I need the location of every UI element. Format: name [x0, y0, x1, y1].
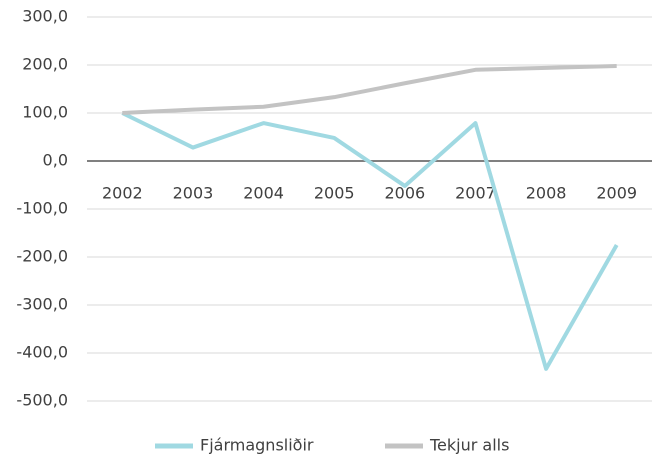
- y-tick-label: 100,0: [22, 103, 68, 122]
- x-tick-label: 2002: [102, 184, 143, 203]
- y-tick-label: 300,0: [22, 7, 68, 26]
- line-series: [121, 111, 619, 371]
- x-tick-label: 2009: [596, 184, 637, 203]
- y-tick-label: 200,0: [22, 55, 68, 74]
- y-tick-label: -400,0: [16, 343, 68, 362]
- y-tick-label: -500,0: [16, 391, 68, 410]
- y-tick-label: 0,0: [43, 151, 68, 170]
- y-tick-label: -300,0: [16, 295, 68, 314]
- x-tick-label: 2005: [314, 184, 355, 203]
- x-tick-label: 2007: [455, 184, 496, 203]
- y-tick-label: -200,0: [16, 247, 68, 266]
- x-tick-label: 2004: [243, 184, 284, 203]
- legend-label: Fjármagnsliðir: [200, 436, 314, 455]
- x-tick-label: 2006: [384, 184, 425, 203]
- y-tick-label: -100,0: [16, 199, 68, 218]
- line-series: [122, 63, 617, 115]
- legend-label: Tekjur alls: [429, 436, 509, 455]
- x-tick-label: 2003: [173, 184, 214, 203]
- x-tick-label: 2008: [526, 184, 567, 203]
